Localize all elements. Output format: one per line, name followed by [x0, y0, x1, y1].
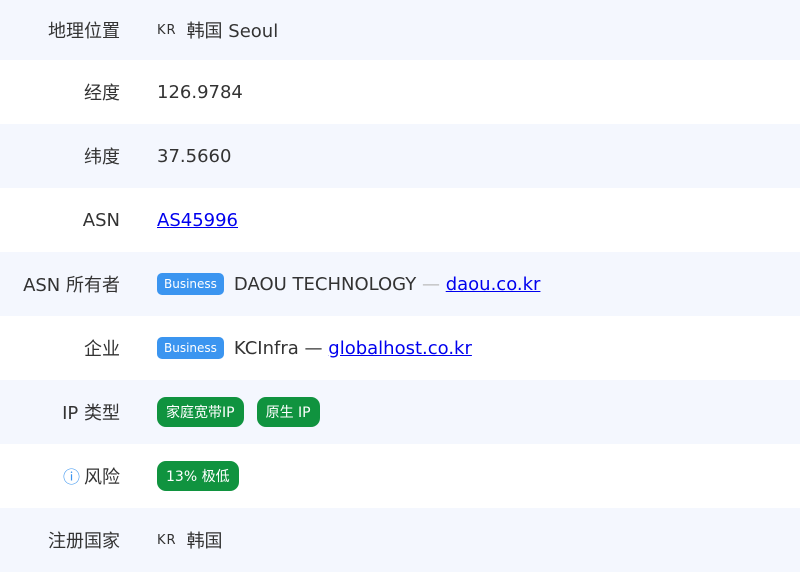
business-badge: Business: [157, 273, 224, 295]
flag-kr: KR: [157, 532, 177, 548]
asn-link[interactable]: AS45996: [157, 209, 238, 231]
value: 126.9784: [157, 81, 243, 103]
row-longitude: 经度 126.9784: [0, 60, 800, 124]
label: ASN: [82, 209, 120, 231]
label: 纬度: [84, 147, 120, 168]
row-asn-owner: ASN 所有者 Business DAOU TECHNOLOGY — daou.co…: [0, 252, 800, 316]
row-ip-type: IP 类型 家庭宽带IP 原生 IP: [0, 380, 800, 444]
row-asn: ASN AS45996: [0, 188, 800, 252]
domain-link[interactable]: daou.co.kr: [445, 273, 541, 295]
row-company: 企业 Business KCInfra — globalhost.co.kr: [0, 316, 800, 380]
label: 注册国家: [48, 531, 120, 552]
label: IP 类型: [62, 403, 120, 424]
value: 37.5660: [157, 145, 232, 167]
row-registered-country: 注册国家 KR 韩国: [0, 508, 800, 572]
label: 风险: [84, 467, 120, 488]
separator: —: [304, 337, 323, 359]
value: 韩国: [186, 531, 223, 552]
tag-native: 原生 IP: [256, 397, 320, 427]
business-badge: Business: [157, 337, 224, 359]
row-risk: ⓘ 风险 13% 极低: [0, 444, 800, 508]
value: DAOU TECHNOLOGY: [233, 273, 417, 295]
value: KCInfra: [233, 337, 299, 359]
info-circle-icon[interactable]: ⓘ: [63, 468, 80, 488]
label: 企业: [84, 339, 120, 360]
label: 经度: [84, 83, 120, 104]
domain-link[interactable]: globalhost.co.kr: [328, 337, 472, 359]
label: ASN 所有者: [23, 275, 120, 296]
separator: —: [421, 273, 440, 295]
flag-kr: KR: [157, 22, 177, 38]
row-latitude: 纬度 37.5660: [0, 124, 800, 188]
value: 韩国 Seoul: [186, 21, 279, 42]
tag-residential: 家庭宽带IP: [157, 397, 244, 427]
risk-tag: 13% 极低: [157, 461, 239, 491]
label: 地理位置: [48, 21, 120, 42]
row-location: 地理位置 KR 韩国 Seoul: [0, 0, 800, 60]
